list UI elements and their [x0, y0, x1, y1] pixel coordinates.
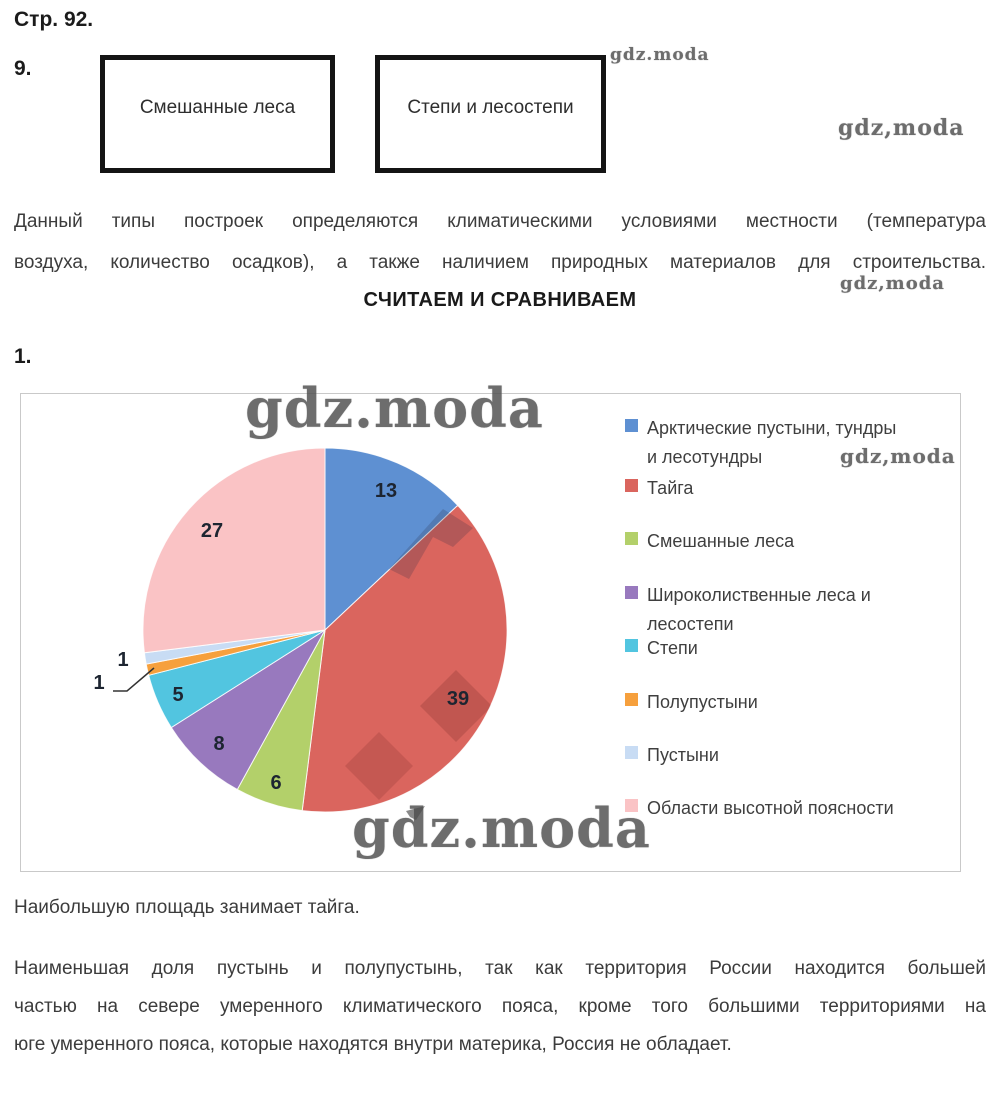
watermark-shape	[345, 732, 413, 800]
flow-box-label: Смешанные леса	[139, 97, 296, 118]
legend-label: Области высотной поясности	[647, 798, 894, 818]
legend-item-7: Области высотной поясности	[625, 794, 894, 823]
legend-label: Тайга	[647, 478, 694, 498]
pie-chart-figure: 13 39 6 8 5 1 1 27 Арктические пустыни, тундры и…	[20, 393, 961, 872]
flow-box-mixed-forests: Смешанные леса	[100, 55, 335, 173]
flow-box-label: Степи и лесостепи	[407, 97, 574, 118]
section-heading: СЧИТАЕМ И СРАВНИВАЕМ	[363, 289, 637, 311]
answer-paragraph-line: частью на севере умеренного климатическо…	[14, 996, 986, 1017]
pie-slices	[142, 447, 508, 813]
watermark-shapes	[345, 509, 492, 800]
legend-label: Арктические пустыни, тундры и лесотундры	[647, 418, 897, 467]
cursor-watermark-shape	[406, 806, 425, 820]
answer-paragraph-line: юге умеренного пояса, которые находятся …	[14, 1034, 732, 1055]
paragraph-line: Данный типы построек определяются климат…	[14, 211, 986, 232]
legend-swatch-icon	[625, 746, 638, 759]
watermark-text: gdz.moda	[610, 45, 710, 65]
watermark-text: gdz,moda	[838, 115, 965, 141]
legend-swatch-icon	[625, 479, 638, 492]
legend-swatch-icon	[625, 639, 638, 652]
pie-slice-7	[142, 447, 326, 654]
legend-label: Широколиственные леса и лесостепи	[647, 585, 871, 634]
legend-item-5: Полупустыни	[625, 688, 758, 717]
legend-item-2: Смешанные леса	[625, 527, 794, 556]
pie-value-label: 8	[213, 733, 224, 755]
task9-number: 9.	[14, 57, 32, 80]
legend-label: Смешанные леса	[647, 531, 795, 551]
page-label: Стр. 92.	[14, 8, 94, 31]
watermark-text: gdz,moda	[840, 273, 945, 294]
pie-value-label: 5	[172, 684, 183, 706]
pie-value-label: 13	[375, 480, 397, 502]
pie-labels: 13 39 6 8 5 11 27	[93, 480, 469, 794]
watermark-shape	[420, 670, 492, 742]
legend-label: Пустыни	[647, 745, 719, 765]
legend-swatch-icon	[625, 586, 638, 599]
legend-item-3: Широколиственные леса и лесостепи	[625, 581, 871, 639]
paragraph-line: воздуха, количество осадков), а также на…	[14, 252, 986, 273]
pie-svg: 13 39 6 8 5 11 27	[93, 447, 508, 820]
legend-item-0: Арктические пустыни, тундры и лесотундры	[625, 414, 896, 472]
legend-item-6: Пустыни	[625, 741, 719, 770]
legend-swatch-icon	[625, 532, 638, 545]
pie-value-label: 6	[270, 772, 281, 794]
legend-swatch-icon	[625, 419, 638, 432]
legend-item-1: Тайга	[625, 474, 693, 503]
pie-value-label: 39	[447, 688, 469, 710]
pie-slice-0	[324, 447, 459, 632]
task9-answer-paragraph: Данный типы построек определяются климат…	[14, 201, 986, 283]
watermark-text: gdz.moda	[245, 376, 544, 440]
legend-swatch-icon	[625, 799, 638, 812]
leader-line	[113, 667, 155, 692]
legend-label: Полупустыни	[647, 692, 758, 712]
answer-paragraph: Наименьшая доля пустынь и полупустынь, т…	[14, 950, 986, 1064]
pie-value-label: 1	[93, 672, 104, 694]
flow-box-steppes: Степи и лесостепи	[375, 55, 606, 173]
pie-value-label: 1	[117, 649, 128, 671]
pie-slice-3	[170, 629, 326, 791]
task1-number: 1.	[14, 345, 32, 368]
legend-swatch-icon	[625, 693, 638, 706]
pie-value-label: 27	[201, 520, 223, 542]
watermark-text: gdz.moda	[352, 796, 651, 860]
watermark-text: gdz,moda	[840, 444, 956, 468]
legend-item-4: Степи	[625, 634, 698, 663]
answer-line: Наибольшую площадь занимает тайга.	[14, 897, 360, 918]
watermark-shape	[389, 509, 473, 579]
answer-paragraph-line: Наименьшая доля пустынь и полупустынь, т…	[14, 958, 986, 979]
pie-slice-1	[301, 504, 508, 813]
legend-label: Степи	[647, 638, 698, 658]
